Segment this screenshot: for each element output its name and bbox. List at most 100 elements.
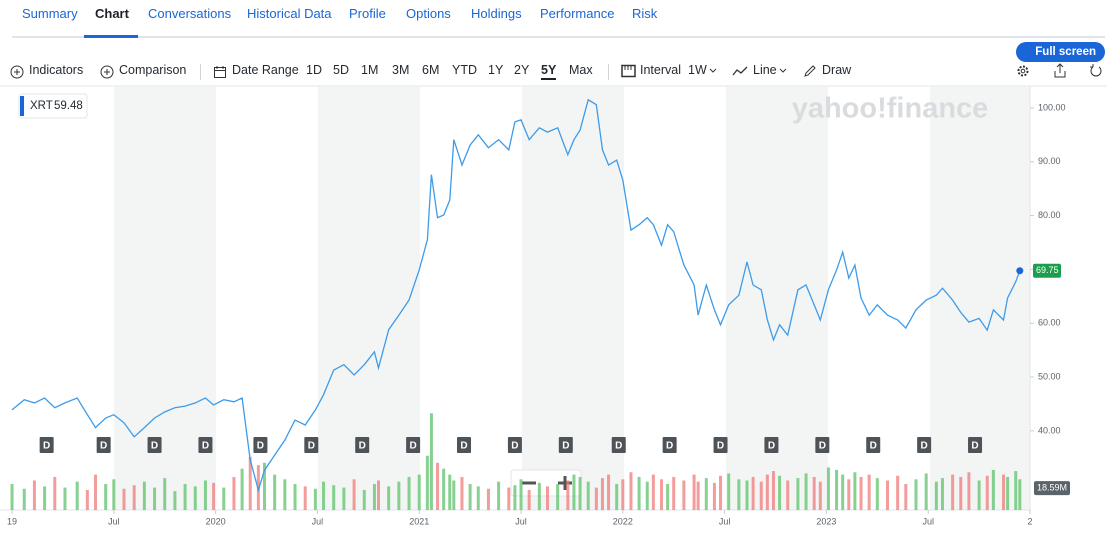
last-value-label: 69.75	[1036, 265, 1059, 275]
range-button[interactable]: Max	[569, 63, 593, 77]
volume-bar	[43, 486, 47, 510]
x-tick-label: 2021	[409, 516, 429, 526]
tab[interactable]: Risk	[632, 6, 658, 21]
dividend-marker	[355, 437, 370, 453]
date-range-button[interactable]: Date Range	[232, 63, 299, 77]
y-tick-label: 90.00	[1038, 156, 1061, 166]
x-tick-label: Jul	[922, 516, 934, 526]
interval-value[interactable]: 1W	[688, 63, 707, 77]
range-button[interactable]: 1M	[361, 63, 379, 77]
volume-bar	[10, 484, 14, 510]
dividend-marker	[968, 437, 983, 453]
range-button[interactable]: 2Y	[514, 63, 530, 77]
tab[interactable]: Profile	[349, 6, 386, 21]
interval-button[interactable]: Interval	[640, 63, 681, 77]
volume-bar	[507, 487, 511, 510]
volume-bar	[262, 462, 266, 510]
tab[interactable]: Conversations	[148, 6, 232, 21]
x-tick-label: 2020	[206, 516, 226, 526]
range-button[interactable]: 3M	[392, 63, 410, 77]
range-button[interactable]: 1Y	[488, 63, 504, 77]
dividend-label: D	[257, 441, 264, 452]
volume-bar	[629, 472, 633, 510]
dividend-marker	[662, 437, 677, 453]
y-tick-label: 40.00	[1038, 425, 1061, 435]
dividend-marker	[764, 437, 779, 453]
volume-bar	[537, 482, 541, 510]
dividend-marker	[198, 437, 213, 453]
dividend-label: D	[971, 441, 978, 452]
dividend-label: D	[717, 441, 724, 452]
volume-bar	[527, 489, 531, 510]
volume-bar	[222, 487, 226, 510]
volume-bar	[704, 478, 708, 510]
volume-bar	[586, 481, 590, 510]
line-button[interactable]: Line	[753, 63, 777, 77]
volume-bar	[853, 472, 857, 510]
volume-bar	[293, 484, 297, 510]
draw-button[interactable]: Draw	[822, 63, 852, 77]
volume-bar	[460, 476, 464, 510]
volume-bar	[173, 491, 177, 510]
x-tick-label: 2	[1027, 516, 1032, 526]
volume-bar	[615, 484, 619, 510]
range-button[interactable]: 6M	[422, 63, 440, 77]
volume-bar	[885, 480, 889, 510]
volume-bar	[283, 479, 287, 510]
reset-icon[interactable]	[1089, 63, 1103, 78]
volume-bar	[859, 476, 863, 510]
volume-bar	[442, 468, 446, 510]
dividend-label: D	[768, 441, 775, 452]
volume-bar	[193, 486, 197, 510]
indicators-button[interactable]: Indicators	[29, 63, 84, 77]
tab[interactable]: Performance	[540, 6, 615, 21]
chevron	[709, 68, 717, 73]
volume-bar	[737, 479, 741, 510]
volume-bar	[566, 480, 570, 510]
volume-bar	[759, 481, 763, 510]
volume-bar	[53, 476, 57, 510]
comparison-button[interactable]: Comparison	[119, 63, 187, 77]
volume-bar	[417, 474, 421, 510]
volume-bar	[771, 471, 775, 510]
volume-bar	[132, 485, 136, 510]
divider	[200, 64, 201, 80]
volume-bar	[934, 481, 938, 510]
volume-bar	[407, 476, 411, 510]
volume-bar	[429, 413, 433, 510]
volume-bar	[212, 482, 216, 510]
dividend-marker	[253, 437, 268, 453]
volume-bar	[476, 486, 480, 510]
volume-bar	[232, 476, 236, 510]
tab[interactable]: Options	[406, 6, 451, 21]
volume-bar	[1002, 474, 1006, 510]
dividend-label: D	[511, 441, 518, 452]
dividend-marker	[39, 437, 54, 453]
range-button[interactable]: 1D	[306, 63, 322, 77]
legend: XRT 59.48	[18, 93, 88, 119]
settings-icon[interactable]	[1016, 64, 1030, 78]
tab[interactable]: Historical Data	[247, 6, 332, 21]
range-button[interactable]: 5D	[333, 63, 349, 77]
volume-bar	[672, 476, 676, 510]
volume-bar	[600, 478, 604, 510]
line-icon	[732, 66, 748, 76]
volume-bar	[513, 485, 517, 510]
volume-bar	[645, 481, 649, 510]
volume-bar	[112, 479, 116, 510]
dividend-marker	[406, 437, 421, 453]
range-button[interactable]: 5Y	[541, 63, 557, 80]
range-button[interactable]: YTD	[452, 63, 477, 77]
volume-bar	[712, 482, 716, 510]
volume-bar	[556, 484, 560, 510]
tab[interactable]: Chart	[95, 6, 129, 21]
legend-box	[18, 93, 88, 119]
volume-bar	[203, 480, 207, 510]
tab[interactable]: Summary	[22, 6, 78, 21]
fullscreen-button[interactable]: Full screen	[1016, 42, 1105, 62]
share-icon[interactable]	[1053, 63, 1067, 78]
tab[interactable]: Holdings	[471, 6, 522, 21]
volume-bar	[183, 484, 187, 510]
volume-bar	[519, 479, 523, 510]
